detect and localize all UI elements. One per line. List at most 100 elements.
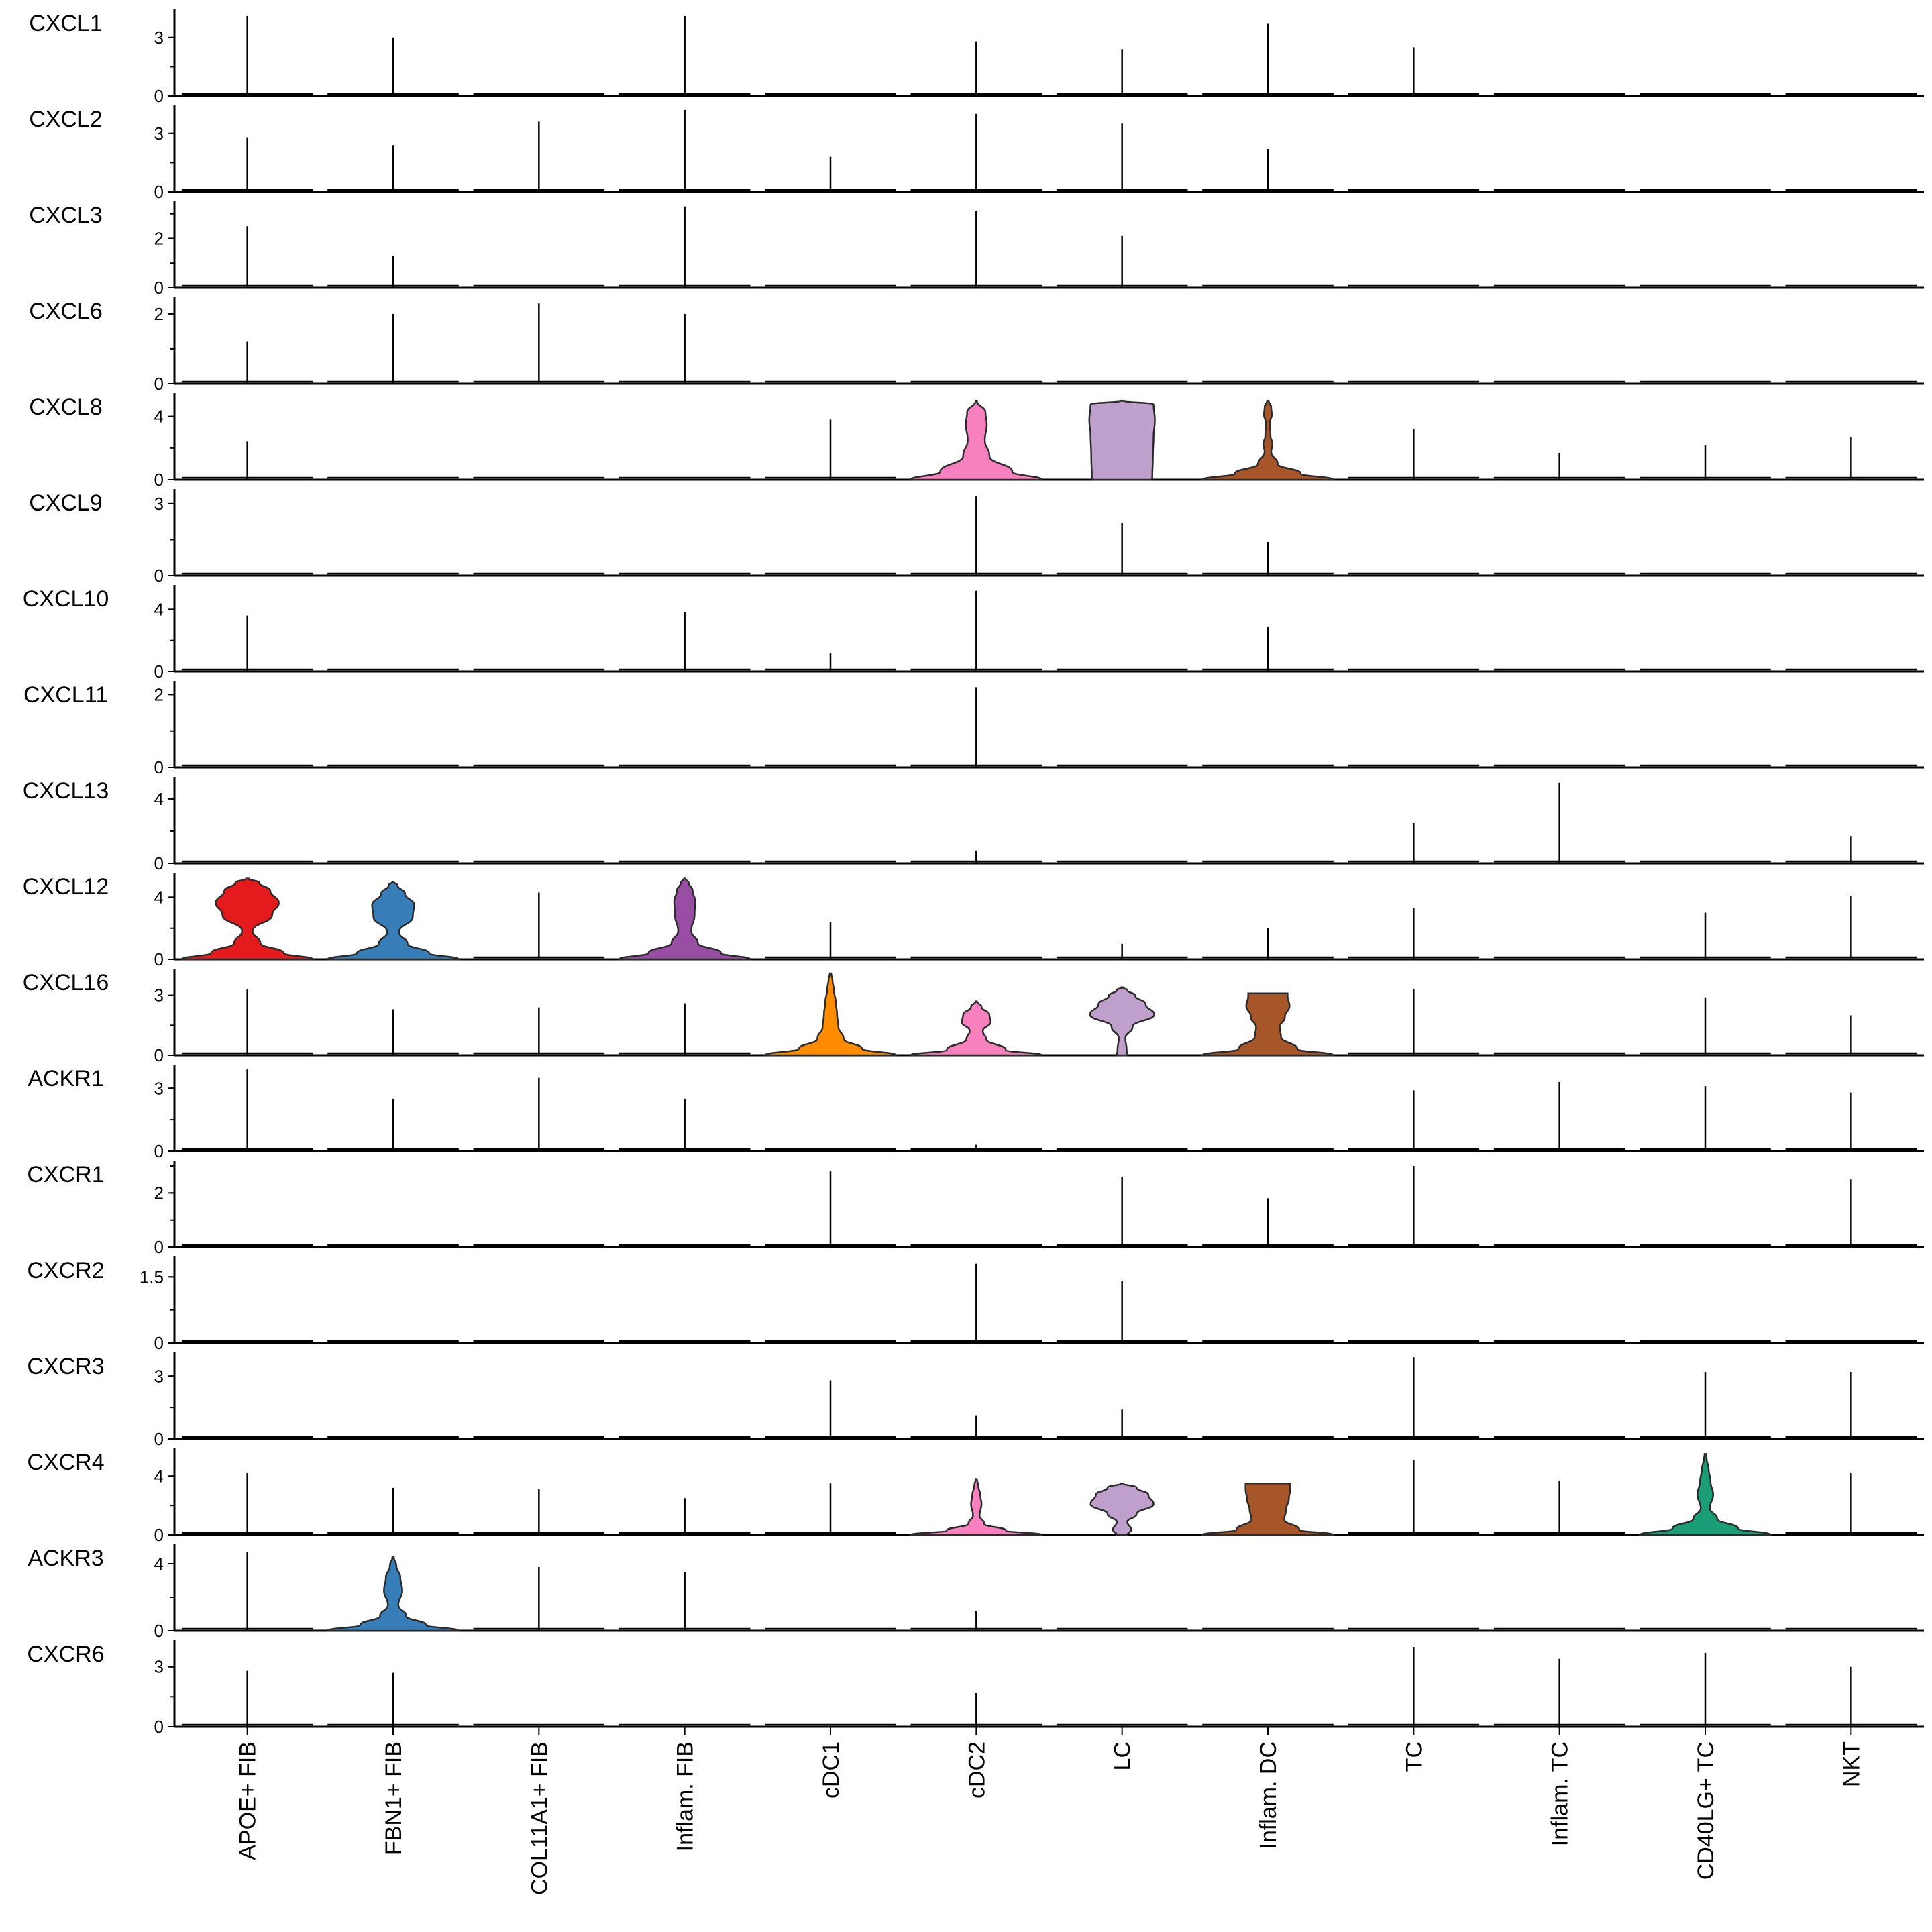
gene-label: CXCL12 bbox=[23, 874, 109, 900]
gene-panel-cxcl12: CXCL12 0 4 bbox=[23, 873, 1924, 969]
y-tick-label: 3 bbox=[154, 1078, 164, 1098]
violin-lc bbox=[1089, 986, 1155, 1057]
y-tick-label: 4 bbox=[154, 1554, 164, 1574]
y-tick-label: 0 bbox=[154, 374, 164, 394]
gene-panel-cxcr4: CXCR4 0 4 bbox=[27, 1448, 1924, 1545]
gene-label: ACKR3 bbox=[28, 1546, 103, 1571]
y-tick-label: 0 bbox=[154, 182, 164, 202]
y-tick-label: 3 bbox=[154, 28, 164, 48]
y-tick-label: 3 bbox=[154, 985, 164, 1006]
y-tick-label: 3 bbox=[154, 494, 164, 514]
violin-lc bbox=[1088, 399, 1156, 481]
violin-inflam-fib bbox=[618, 877, 751, 961]
gene-panel-cxcr3: CXCR3 0 3 bbox=[27, 1352, 1924, 1449]
x-tick-label: TC bbox=[1401, 1741, 1427, 1772]
x-tick-label: CD40LG+ TC bbox=[1693, 1741, 1719, 1880]
gene-label: CXCR2 bbox=[27, 1258, 104, 1283]
y-tick-label: 4 bbox=[154, 789, 164, 809]
gene-label: CXCR1 bbox=[27, 1162, 104, 1187]
y-tick-label: 0 bbox=[154, 278, 164, 298]
y-tick-label: 0 bbox=[154, 1717, 164, 1737]
y-tick-label: 4 bbox=[154, 599, 164, 619]
violin-inflam-dc bbox=[1201, 1483, 1335, 1536]
gene-panel-ackr1: ACKR1 0 3 bbox=[28, 1065, 1924, 1161]
x-tick-label: Inflam. FIB bbox=[673, 1741, 698, 1851]
gene-label: CXCL3 bbox=[29, 203, 103, 228]
gene-label: ACKR1 bbox=[28, 1066, 103, 1091]
x-tick-label: cDC2 bbox=[964, 1741, 989, 1799]
y-tick-label: 0 bbox=[154, 661, 164, 682]
gene-label: CXCL10 bbox=[23, 586, 109, 612]
y-tick-label: 4 bbox=[154, 1466, 164, 1486]
gene-label: CXCL11 bbox=[23, 682, 108, 708]
gene-panel-cxcl8: CXCL8 0 4 bbox=[29, 393, 1924, 490]
gene-label: CXCL1 bbox=[29, 11, 103, 36]
gene-label: CXCR3 bbox=[27, 1354, 104, 1379]
gene-panel-ackr3: ACKR3 0 4 bbox=[28, 1544, 1924, 1641]
y-tick-label: 4 bbox=[154, 407, 164, 427]
gene-panel-cxcl13: CXCL13 0 4 bbox=[23, 777, 1924, 873]
y-tick-label: 0 bbox=[154, 1237, 164, 1257]
gene-panel-cxcr6: CXCR6 0 3 bbox=[27, 1640, 1924, 1737]
y-tick-label: 2 bbox=[154, 304, 164, 324]
y-tick-label: 3 bbox=[154, 123, 164, 144]
violin-inflam-dc bbox=[1201, 399, 1335, 481]
x-tick-label: FBN1+ FIB bbox=[381, 1741, 407, 1855]
x-tick-label: Inflam. DC bbox=[1256, 1741, 1281, 1849]
violin-cdc2 bbox=[910, 399, 1043, 481]
gene-label: CXCL13 bbox=[23, 778, 109, 804]
gene-label: CXCL16 bbox=[23, 970, 109, 996]
violin-cdc1 bbox=[763, 972, 898, 1057]
gene-label: CXCL8 bbox=[29, 394, 103, 420]
violin-cd40lg-tc bbox=[1638, 1453, 1772, 1536]
gene-label: CXCL9 bbox=[29, 490, 103, 516]
violin-lc bbox=[1089, 1483, 1155, 1536]
gene-panel-cxcr1: CXCR1 0 2 bbox=[27, 1161, 1924, 1257]
y-tick-label: 1.5 bbox=[140, 1267, 164, 1287]
y-tick-label: 0 bbox=[154, 853, 164, 873]
violin-fbn1-fib bbox=[326, 1556, 460, 1632]
gene-label: CXCR6 bbox=[27, 1642, 104, 1667]
y-tick-label: 3 bbox=[154, 1657, 164, 1677]
y-tick-label: 2 bbox=[154, 684, 164, 704]
gene-panel-cxcl10: CXCL10 0 4 bbox=[23, 585, 1924, 682]
y-tick-label: 2 bbox=[154, 228, 164, 248]
gene-panel-cxcl9: CXCL9 0 3 bbox=[29, 489, 1924, 586]
y-tick-label: 2 bbox=[154, 1183, 164, 1203]
gene-label: CXCL6 bbox=[29, 299, 103, 324]
x-tick-label: Inflam. TC bbox=[1548, 1741, 1573, 1846]
gene-label: CXCL2 bbox=[29, 107, 103, 132]
y-tick-label: 0 bbox=[154, 757, 164, 777]
violin-fbn1-fib bbox=[326, 881, 460, 961]
gene-panel-cxcl6: CXCL6 0 2 bbox=[29, 297, 1924, 394]
x-tick-label: LC bbox=[1110, 1741, 1136, 1770]
x-tick-label: NKT bbox=[1839, 1741, 1864, 1787]
y-tick-label: 0 bbox=[154, 1045, 164, 1065]
y-tick-label: 0 bbox=[154, 86, 164, 106]
gene-panel-cxcr2: CXCR2 0 1.5 bbox=[27, 1256, 1924, 1353]
violin-cdc2 bbox=[910, 1000, 1043, 1057]
y-tick-label: 0 bbox=[154, 1141, 164, 1161]
x-tick-label: APOE+ FIB bbox=[235, 1741, 261, 1860]
violin-inflam-dc bbox=[1201, 992, 1335, 1057]
gene-panel-cxcl2: CXCL2 0 3 bbox=[29, 105, 1924, 202]
gene-panel-cxcl11: CXCL11 0 2 bbox=[23, 681, 1924, 777]
y-tick-label: 0 bbox=[154, 470, 164, 490]
y-tick-label: 0 bbox=[154, 566, 164, 586]
x-tick-label: COL11A1+ FIB bbox=[527, 1741, 552, 1895]
x-tick-label: cDC1 bbox=[818, 1741, 844, 1799]
y-tick-label: 0 bbox=[154, 949, 164, 969]
y-tick-label: 4 bbox=[154, 887, 164, 907]
y-tick-label: 0 bbox=[154, 1621, 164, 1641]
gene-panel-cxcl3: CXCL3 0 2 bbox=[29, 201, 1924, 298]
y-tick-label: 3 bbox=[154, 1366, 164, 1386]
y-tick-label: 0 bbox=[154, 1525, 164, 1545]
y-tick-label: 0 bbox=[154, 1333, 164, 1353]
gene-label: CXCR4 bbox=[27, 1450, 104, 1475]
y-tick-label: 0 bbox=[154, 1429, 164, 1449]
gene-panel-cxcl1: CXCL1 0 3 bbox=[29, 9, 1924, 106]
gene-panel-cxcl16: CXCL16 0 3 bbox=[23, 969, 1924, 1065]
violin-cdc2 bbox=[910, 1478, 1043, 1536]
violin-apoe-fib bbox=[180, 877, 314, 961]
